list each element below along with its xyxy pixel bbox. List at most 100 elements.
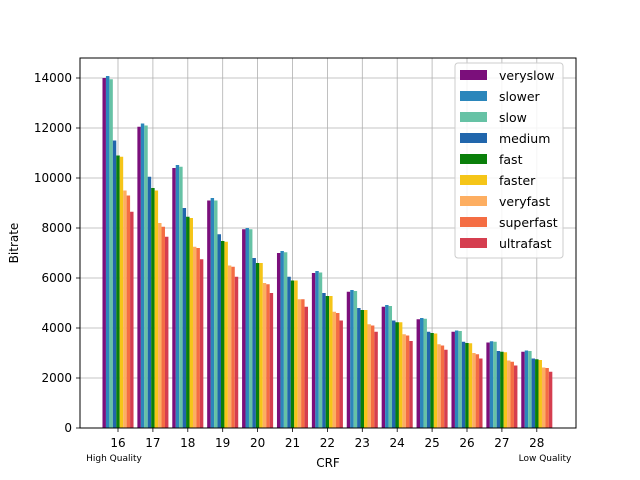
- bar-ultrafast-26: [479, 358, 483, 428]
- bar-medium-17: [147, 176, 152, 428]
- bar-ultrafast-25: [444, 349, 448, 428]
- bar-slower-18: [175, 165, 180, 428]
- x-tick-label: 28: [529, 436, 544, 450]
- bar-veryfast-16: [123, 190, 127, 428]
- bar-superfast-19: [231, 266, 235, 428]
- bar-medium-20: [252, 258, 256, 428]
- x-tick-label: 21: [285, 436, 300, 450]
- bar-superfast-23: [370, 325, 375, 428]
- legend-swatch-fast: [460, 154, 487, 164]
- bar-veryfast-26: [472, 353, 476, 428]
- bar-slow-23: [353, 291, 358, 428]
- bar-veryslow-26: [451, 331, 455, 428]
- bar-slow-21: [283, 252, 288, 428]
- bar-medium-18: [182, 208, 187, 428]
- legend-swatch-slow: [460, 112, 487, 122]
- ticks: 0 2000 4000 6000 8000 10000 12000 14000 16 17 18 19…: [34, 71, 545, 450]
- legend-label-slower: slower: [499, 89, 541, 104]
- legend-label-ultrafast: ultrafast: [499, 236, 552, 251]
- bar-veryslow-17: [137, 126, 141, 428]
- bar-ultrafast-27: [513, 365, 518, 428]
- bar-fast-25: [430, 333, 434, 428]
- bar-slow-28: [528, 351, 532, 428]
- bar-veryfast-21: [297, 299, 302, 428]
- bar-fast-27: [500, 351, 504, 428]
- bar-ultrafast-23: [374, 331, 378, 428]
- bar-slower-21: [280, 251, 284, 428]
- bar-veryslow-22: [311, 273, 316, 428]
- bar-veryslow-16: [102, 78, 106, 428]
- bar-slow-19: [214, 200, 218, 428]
- bar-superfast-28: [545, 368, 549, 428]
- x-tick-label: 25: [424, 436, 439, 450]
- bar-veryfast-23: [367, 324, 371, 428]
- bar-faster-18: [189, 218, 193, 428]
- bar-fast-18: [186, 216, 190, 428]
- y-tick-label: 14000: [34, 71, 72, 85]
- y-tick-label: 4000: [41, 321, 72, 335]
- bar-superfast-26: [475, 354, 480, 428]
- legend-swatch-faster: [460, 175, 487, 185]
- bar-faster-20: [259, 263, 263, 428]
- bar-veryslow-28: [521, 351, 525, 428]
- bar-faster-16: [119, 156, 124, 428]
- bar-veryslow-23: [346, 291, 351, 428]
- bar-superfast-18: [196, 248, 200, 428]
- bar-slower-27: [489, 341, 494, 428]
- bar-medium-23: [357, 308, 361, 428]
- y-axis-title: Bitrate: [7, 223, 21, 264]
- bar-medium-26: [461, 341, 466, 428]
- bar-medium-24: [392, 320, 396, 428]
- y-tick-label: 8000: [41, 221, 72, 235]
- bar-slower-28: [524, 350, 529, 428]
- bar-faster-17: [154, 190, 159, 428]
- bar-slower-25: [420, 318, 424, 428]
- bar-slow-27: [493, 341, 497, 428]
- x-tick-label: 27: [494, 436, 509, 450]
- bar-slow-20: [248, 229, 253, 428]
- bar-slower-16: [105, 76, 110, 428]
- bar-slower-20: [245, 228, 249, 428]
- bar-veryfast-22: [332, 311, 337, 428]
- bar-faster-24: [398, 322, 403, 428]
- bar-veryfast-24: [402, 334, 406, 428]
- bar-veryfast-20: [262, 283, 267, 428]
- bar-faster-27: [503, 352, 508, 428]
- bar-medium-27: [496, 351, 501, 428]
- bar-ultrafast-28: [548, 371, 553, 428]
- legend-swatch-medium: [460, 133, 487, 143]
- legend-label-veryfast: veryfast: [499, 194, 550, 209]
- bar-ultrafast-19: [234, 276, 239, 428]
- bar-ultrafast-20: [269, 293, 274, 428]
- x-tick-label: 17: [145, 436, 160, 450]
- bar-slower-23: [350, 290, 354, 428]
- legend-label-superfast: superfast: [499, 215, 558, 230]
- y-tick-label: 10000: [34, 171, 72, 185]
- y-tick-label: 2000: [41, 371, 72, 385]
- legend-label-fast: fast: [499, 152, 523, 167]
- bar-slower-26: [454, 330, 459, 428]
- y-tick-label: 0: [64, 421, 72, 435]
- bar-medium-22: [322, 293, 326, 428]
- bar-veryfast-19: [227, 265, 232, 428]
- bars: [102, 76, 553, 428]
- bar-slow-26: [458, 331, 462, 428]
- bar-veryfast-27: [507, 360, 511, 428]
- x-tick-label: 16: [110, 436, 125, 450]
- bar-ultrafast-21: [304, 306, 309, 428]
- bar-faster-22: [329, 296, 333, 428]
- bar-fast-20: [255, 263, 260, 428]
- legend-label-veryslow: veryslow: [499, 68, 554, 83]
- x-tick-label: 26: [459, 436, 474, 450]
- bar-faster-28: [538, 360, 542, 428]
- bar-slow-25: [423, 318, 427, 428]
- bar-slower-24: [385, 305, 389, 428]
- legend-swatch-veryslow: [460, 70, 487, 80]
- x-axis-title: CRF: [316, 456, 340, 470]
- legend-label-medium: medium: [499, 131, 550, 146]
- bar-fast-21: [290, 280, 295, 428]
- bar-slow-17: [144, 125, 148, 428]
- bar-medium-25: [426, 331, 431, 428]
- bar-superfast-21: [301, 299, 305, 428]
